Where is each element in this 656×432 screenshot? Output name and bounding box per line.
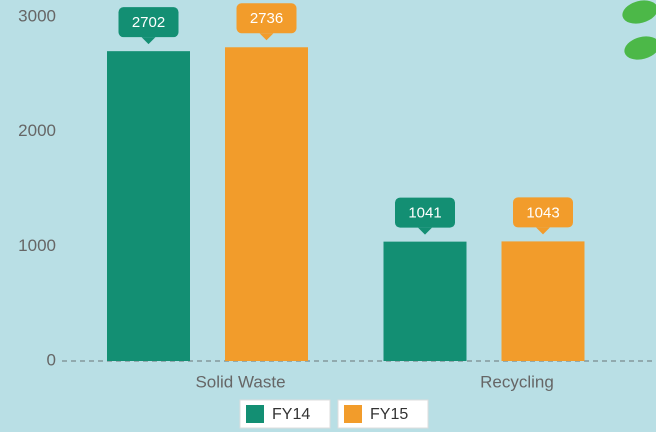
bar (384, 242, 467, 361)
chart: 0 1000 2000 3000 Solid Waste 2702 2736 Recyclin… (0, 0, 656, 432)
bar (225, 47, 308, 361)
bar (107, 51, 190, 361)
bar (502, 241, 585, 361)
y-tick-label: 3000 (18, 6, 56, 25)
data-label: 1041 (408, 205, 441, 222)
x-tick-label: Solid Waste (195, 372, 285, 391)
legend-label: FY14 (272, 406, 310, 423)
y-tick-label: 0 (47, 350, 56, 369)
x-tick-label: Recycling (480, 372, 554, 391)
page: 0 1000 2000 3000 Solid Waste 2702 2736 Recyclin… (0, 0, 656, 432)
y-tick-label: 1000 (18, 236, 56, 255)
y-tick-label: 2000 (18, 121, 56, 140)
legend-swatch (246, 405, 264, 423)
legend-swatch (344, 405, 362, 423)
data-label: 2736 (250, 10, 283, 27)
data-label: 1043 (526, 204, 559, 221)
legend-label: FY15 (370, 406, 408, 423)
data-label: 2702 (132, 14, 165, 31)
